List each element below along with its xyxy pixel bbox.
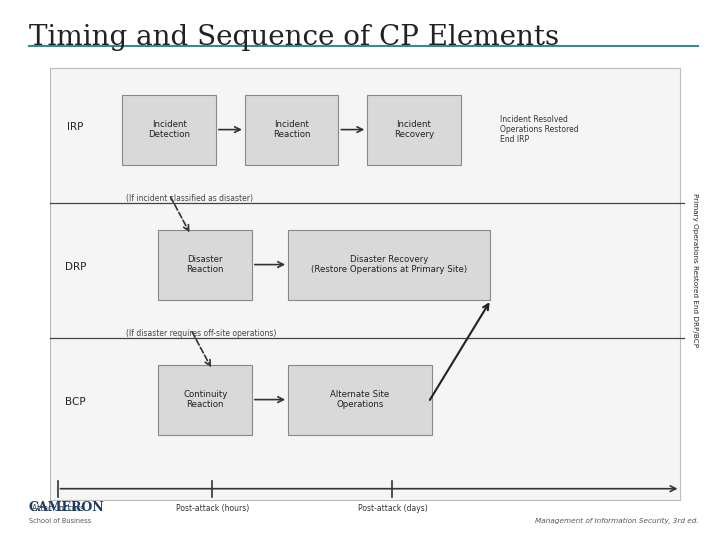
Text: IRP: IRP [68,122,84,132]
Text: CAMERON: CAMERON [29,501,104,514]
FancyBboxPatch shape [367,94,461,165]
FancyBboxPatch shape [50,68,680,500]
Text: Incident
Recovery: Incident Recovery [394,120,434,139]
FancyBboxPatch shape [288,364,432,435]
FancyBboxPatch shape [245,94,338,165]
Text: (If disaster requires off-site operations): (If disaster requires off-site operation… [126,329,276,338]
Text: Continuity
Reaction: Continuity Reaction [183,390,228,409]
FancyBboxPatch shape [158,364,252,435]
Text: Disaster
Reaction: Disaster Reaction [186,255,224,274]
Text: Timing and Sequence of CP Elements: Timing and Sequence of CP Elements [29,24,559,51]
Text: Attack occurs: Attack occurs [32,504,84,513]
Text: Incident
Detection: Incident Detection [148,120,190,139]
Text: Incident Resolved
Operations Restored
End IRP: Incident Resolved Operations Restored En… [500,114,579,145]
FancyBboxPatch shape [158,230,252,300]
Text: Incident
Reaction: Incident Reaction [273,120,310,139]
Text: Alternate Site
Operations: Alternate Site Operations [330,390,390,409]
Text: (If incident classified as disaster): (If incident classified as disaster) [126,194,253,203]
Text: Disaster Recovery
(Restore Operations at Primary Site): Disaster Recovery (Restore Operations at… [311,255,467,274]
Text: Post-attack (days): Post-attack (days) [358,504,427,513]
FancyBboxPatch shape [288,230,490,300]
Text: Primary Operations Restored End DRP/BCP: Primary Operations Restored End DRP/BCP [692,193,698,347]
Text: Post-attack (hours): Post-attack (hours) [176,504,249,513]
FancyBboxPatch shape [122,94,216,165]
Text: DRP: DRP [65,262,86,272]
Text: Management of Information Security, 3rd ed.: Management of Information Security, 3rd … [535,518,698,524]
Text: BCP: BCP [66,397,86,407]
Text: School of Business: School of Business [29,518,91,524]
